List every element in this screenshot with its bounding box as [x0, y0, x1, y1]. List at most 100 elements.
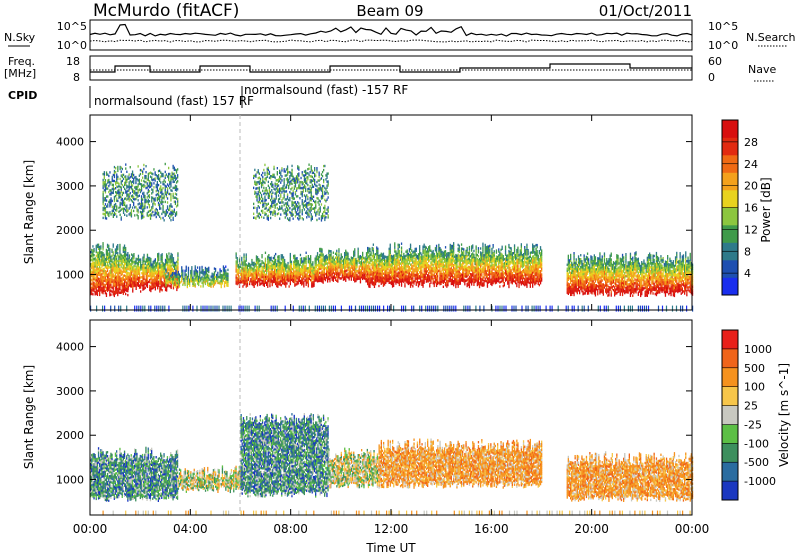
power-cell [106, 277, 109, 280]
power-cell [136, 258, 138, 261]
power-cell [171, 275, 173, 279]
power-cell [95, 248, 97, 252]
power-cell [109, 250, 111, 253]
power-cell [113, 260, 115, 264]
power-cell [149, 270, 151, 274]
power-cell [106, 245, 109, 249]
power-cell [103, 257, 105, 261]
power-cell [93, 250, 95, 253]
power-cell [167, 274, 169, 277]
power-cell [166, 279, 168, 282]
power-cell [117, 275, 119, 279]
power-cell [133, 279, 135, 282]
power-cell [136, 270, 138, 273]
power-cell [93, 262, 95, 265]
power-cell [507, 254, 509, 257]
power-cell [141, 276, 143, 279]
power-cell [174, 272, 176, 275]
power-cell [97, 251, 100, 254]
power-cell [137, 276, 140, 279]
power-cell [154, 264, 156, 267]
power-cell [161, 273, 163, 276]
power-cell [111, 258, 113, 261]
power-cell [160, 282, 162, 285]
power-cell [165, 284, 167, 287]
power-cell [154, 276, 156, 279]
power-cell [433, 266, 435, 270]
power-cell [118, 269, 120, 272]
power-cell [166, 275, 168, 278]
power-cell [142, 282, 144, 285]
power-cell [463, 248, 465, 251]
power-cell [261, 265, 263, 269]
power-cell [136, 274, 138, 277]
power-cell [116, 247, 118, 250]
power-cell [159, 274, 161, 277]
power-cell [113, 266, 115, 270]
power-cell [153, 285, 155, 288]
power-cell [105, 294, 108, 297]
power-cell [152, 262, 154, 266]
power-cell [453, 242, 455, 245]
power-cell [114, 254, 117, 257]
power-cell [101, 291, 103, 294]
power-cell [158, 284, 160, 287]
power-cell [91, 278, 93, 282]
power-cell [119, 245, 121, 249]
power-cell [402, 256, 404, 259]
power-cell [102, 268, 104, 271]
power-cell [169, 261, 171, 264]
power-cell [154, 284, 156, 287]
power-cell [126, 265, 128, 268]
power-cell [150, 285, 152, 289]
power-cell [116, 257, 118, 260]
power-cell [108, 272, 110, 275]
power-cell [96, 265, 99, 269]
power-cell [501, 245, 503, 248]
power-cell [110, 267, 112, 270]
power-cell [144, 260, 146, 264]
power-cell [110, 277, 112, 280]
power-cell [133, 257, 135, 260]
power-cell [161, 275, 163, 278]
power-cell [127, 265, 129, 269]
power-cell [109, 282, 111, 285]
power-cell [106, 251, 109, 255]
power-cell [162, 264, 164, 267]
power-cell [405, 258, 407, 261]
power-cell [102, 282, 104, 285]
power-cell [398, 243, 400, 247]
power-cell [110, 263, 112, 266]
power-cell [319, 275, 321, 279]
power-cell [154, 258, 156, 261]
power-cell [223, 267, 226, 270]
power-cell [118, 287, 120, 290]
power-cell [119, 255, 121, 259]
power-cell [327, 262, 329, 265]
power-cell [101, 265, 103, 268]
power-cell [131, 271, 133, 274]
power-cell [269, 257, 271, 260]
power-cell [151, 273, 153, 276]
power-cell [413, 250, 415, 253]
power-cell [127, 259, 129, 263]
power-cell [105, 274, 108, 278]
power-cell [90, 286, 92, 290]
power-cell [120, 289, 122, 292]
power-cell [196, 270, 199, 273]
power-cell [177, 274, 179, 278]
power-cell [129, 263, 132, 266]
power-cell [116, 269, 118, 272]
power-cell [117, 273, 119, 277]
power-cell [245, 253, 247, 256]
power-cell [117, 287, 119, 291]
power-cell [472, 244, 474, 247]
power-cell [129, 269, 132, 272]
power-cell [108, 288, 110, 291]
nsearch-label: N.Search [746, 31, 796, 44]
power-cell [176, 273, 178, 277]
power-cell [118, 257, 120, 260]
power-cell [175, 285, 177, 288]
power-cell [200, 271, 202, 274]
